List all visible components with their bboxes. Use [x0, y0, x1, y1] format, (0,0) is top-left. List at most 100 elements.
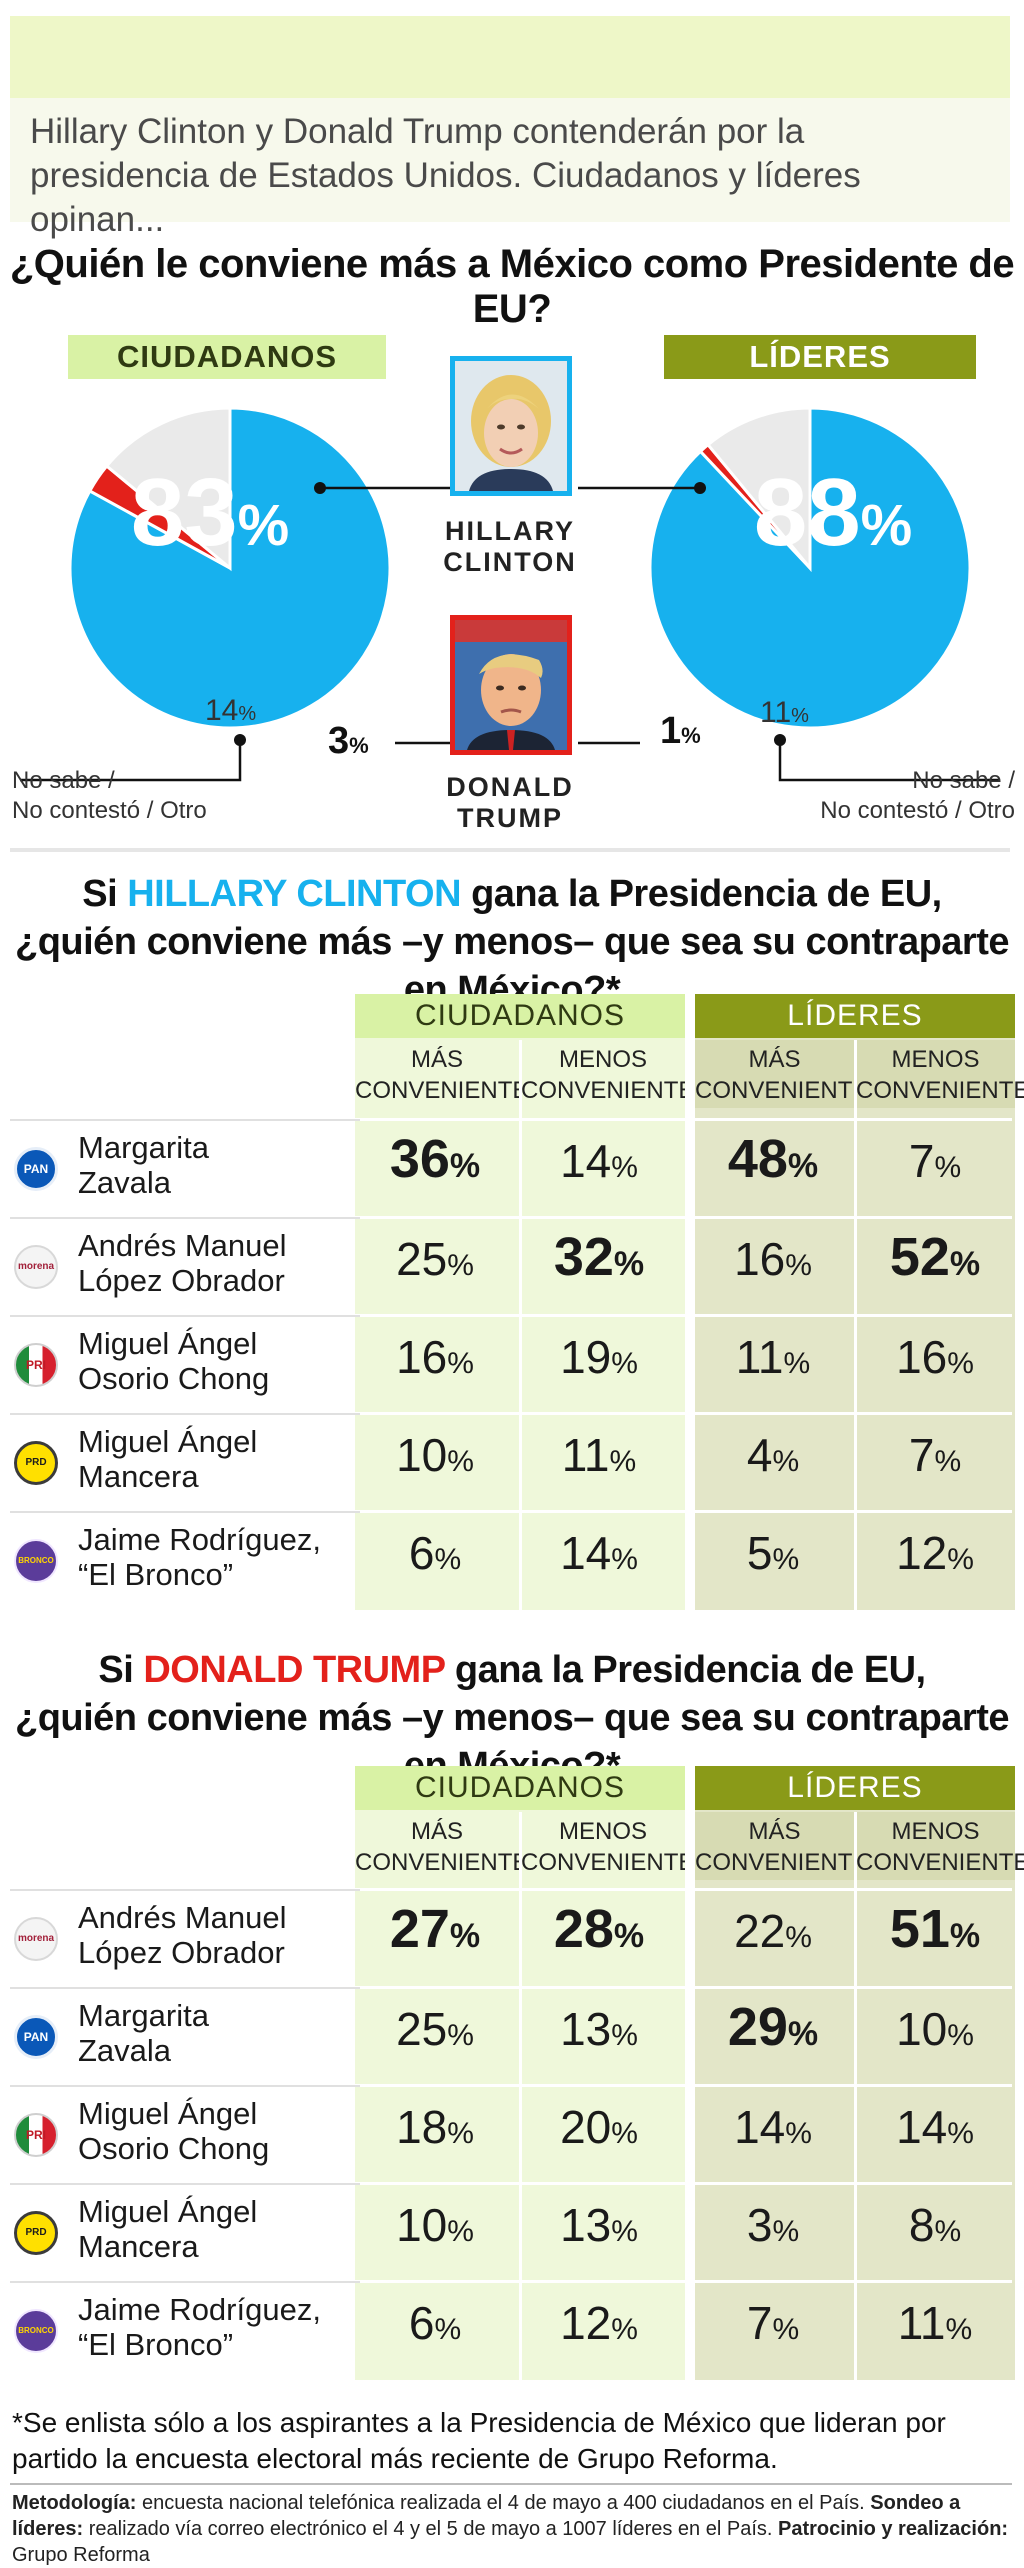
trump-cell-r1-c3: 10% [858, 2002, 1012, 2056]
row-divider [10, 2182, 1012, 2185]
trump-subheader-3: MENOS CONVENIENTE [856, 1812, 1024, 1880]
footnote: *Se enlista sólo a los aspirantes a la P… [12, 2407, 946, 2474]
cell-value: 16 [396, 1331, 448, 1383]
cell-value: 13 [560, 2199, 612, 2251]
pct-sign: % [934, 1151, 962, 1184]
name-line2: Zavala [78, 2033, 172, 2068]
trump-cell-r1-c2: 29% [696, 1996, 850, 2058]
pie-lid-clinton-value: 88% [728, 465, 938, 574]
subheader-line1: MÁS [748, 1818, 801, 1845]
trump-row-3-name: Miguel Ángel Mancera [78, 2194, 257, 2264]
subheader-line2: CONVENIENTE [521, 1077, 695, 1104]
pct-sign: % [860, 493, 913, 558]
trump-cell-r1-c0: 25% [358, 2002, 512, 2056]
pct-sign: % [447, 2019, 474, 2052]
cell-value: 13 [560, 2003, 612, 2055]
cell-value: 48 [727, 1129, 788, 1189]
pct-sign: % [349, 733, 369, 758]
trump-subheader-1: MENOS CONVENIENTE [521, 1812, 695, 1880]
row-divider [10, 1413, 360, 1415]
pct-sign: % [785, 1249, 812, 1282]
clinton-photo [450, 356, 572, 496]
cell-value: 22 [734, 1905, 786, 1957]
subheader-line1: MENOS [891, 1046, 980, 1073]
lideres-label: LÍDERES [664, 335, 976, 379]
clinton-ciudadanos-header: CIUDADANOS [355, 994, 685, 1038]
clinton-cell-r3-c1: 11% [522, 1428, 676, 1482]
row-divider [10, 2280, 1012, 2283]
pct-sign: % [949, 1917, 981, 1955]
row-divider [10, 1412, 1012, 1415]
patro-text: Grupo Reforma [12, 2544, 150, 2566]
pct-sign: % [434, 2313, 462, 2346]
trump-cell-r3-c3: 8% [858, 2198, 1012, 2252]
trump-row-4-name: Jaime Rodríguez, “El Bronco” [78, 2292, 321, 2362]
trump-cell-r0-c1: 28% [522, 1898, 676, 1960]
name-line2: Osorio Chong [78, 1361, 270, 1396]
pie-ciud-trump-number: 3 [328, 720, 350, 762]
trump-cell-r3-c1: 13% [522, 2198, 676, 2252]
pct-sign: % [947, 2117, 974, 2150]
pri-logo-icon: PRI [14, 1343, 58, 1387]
trump-cell-r4-c3: 11% [858, 2296, 1012, 2350]
clinton-lideres-header: LÍDERES [695, 994, 1015, 1038]
pie-lid-trump-number: 1 [660, 710, 682, 752]
clinton-cell-r0-c2: 48% [696, 1128, 850, 1190]
pct-sign: % [772, 2313, 800, 2346]
row-divider [10, 2183, 360, 2185]
clinton-row-2-name: Miguel Ángel Osorio Chong [78, 1326, 269, 1396]
pct-sign: % [447, 1347, 474, 1380]
pie-ciud-clinton-value: 83% [110, 465, 310, 574]
cell-value: 10 [396, 2199, 448, 2251]
trump-cell-r3-c0: 10% [358, 2198, 512, 2252]
subheader-line2: CONVENIENTE [521, 1849, 695, 1876]
q-pre: Si [82, 873, 128, 915]
pct-sign: % [611, 1151, 638, 1184]
connector-dot [234, 734, 246, 746]
name-line1: Andrés Manuel [78, 1228, 287, 1263]
cell-value: 28 [553, 1899, 614, 1959]
trump-row-2-name: Miguel Ángel Osorio Chong [78, 2096, 269, 2166]
cell-value: 29 [727, 1997, 788, 2057]
cell-value: 25 [396, 1233, 448, 1285]
pie-ciud-other-value: 14% [205, 694, 256, 728]
pie-lid-slice-other [705, 406, 812, 573]
clinton-question-line1: Si HILLARY CLINTON gana la Presidencia d… [0, 870, 1024, 918]
pie-lid-other-number: 11 [760, 696, 792, 729]
prd-logo-text: PRD [25, 1457, 47, 1468]
name-line2: Mancera [78, 1459, 199, 1494]
separator [10, 848, 1010, 852]
row-divider [10, 1315, 360, 1317]
pct-sign: % [772, 1445, 800, 1478]
name-line2: Zavala [78, 1165, 172, 1200]
cell-value: 11 [897, 2297, 946, 2349]
row-divider [10, 1889, 360, 1891]
col-divider [854, 1040, 857, 1610]
pct-sign: % [611, 2117, 638, 2150]
clinton-cell-r2-c3: 16% [858, 1330, 1012, 1384]
name-line1: Miguel Ángel [78, 1424, 258, 1459]
pct-sign: % [772, 1543, 800, 1576]
cell-value: 52 [889, 1227, 950, 1287]
subheader-line2: CONVENIENTE [856, 1077, 1024, 1104]
subheader-line2: CONVENIENTE [695, 1077, 869, 1104]
q-name-trump: DONALD TRUMP [143, 1649, 445, 1691]
q-pre: Si [98, 1649, 144, 1691]
pct-sign: % [447, 2117, 474, 2150]
subheader-line1: MENOS [891, 1818, 980, 1845]
pct-sign: % [447, 1445, 474, 1478]
name-line2: Mancera [78, 2229, 199, 2264]
pct-sign: % [947, 2019, 974, 2052]
name-line2: Osorio Chong [78, 2131, 270, 2166]
clinton-subheader-0: MÁS CONVENIENTE [355, 1040, 528, 1108]
pct-sign: % [449, 1917, 481, 1955]
cell-value: 25 [396, 2003, 448, 2055]
pct-sign: % [934, 1445, 962, 1478]
trump-question-line1: Si DONALD TRUMP gana la Presidencia de E… [0, 1646, 1024, 1694]
name-line1: Margarita [78, 1998, 209, 2033]
clinton-cell-r3-c0: 10% [358, 1428, 512, 1482]
trump-cell-r0-c2: 22% [696, 1904, 850, 1958]
q-post: gana la Presidencia de EU, [444, 1649, 926, 1691]
name-line1: Jaime Rodríguez, [78, 1522, 321, 1557]
name-line1: Miguel Ángel [78, 2194, 258, 2229]
